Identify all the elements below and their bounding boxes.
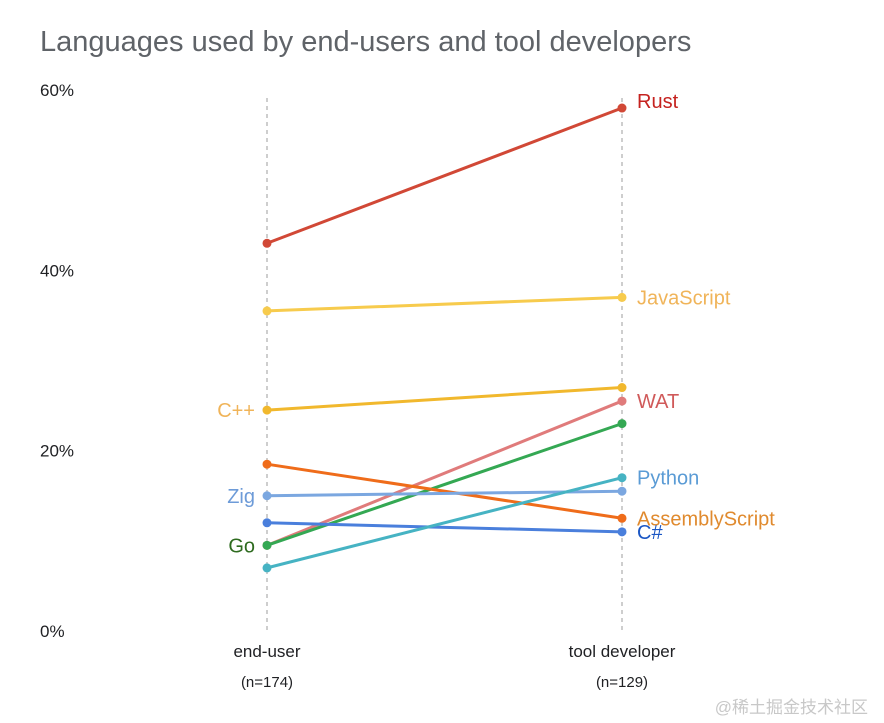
- point-go-end-user: [262, 540, 272, 550]
- series-label-zig: Zig: [227, 486, 255, 508]
- series-zig: [262, 486, 627, 501]
- point-zig-end-user: [262, 491, 272, 501]
- series-cpp: [262, 383, 627, 415]
- ytick-label-0: 0%: [40, 622, 65, 641]
- label-layer: Rust JavaScript C++ WAT Go AssemblyScript Zig C…: [217, 91, 775, 557]
- point-wat-tool-developer: [617, 396, 627, 406]
- point-assemblyscript-end-user: [262, 459, 272, 469]
- point-python-tool-developer: [617, 473, 627, 483]
- series-javascript: [262, 292, 627, 316]
- series-csharp: [262, 518, 627, 537]
- series-label-assemblyscript: AssemblyScript: [637, 508, 775, 530]
- series-label-wat: WAT: [637, 391, 679, 413]
- ytick-label-40: 40%: [40, 261, 74, 280]
- ytick-label-60: 60%: [40, 81, 74, 100]
- series-label-javascript: JavaScript: [637, 287, 731, 309]
- category-label-tool-developer: tool developer: [569, 642, 676, 661]
- x-axis: end-user (n=174) tool developer (n=129): [233, 98, 676, 691]
- point-csharp-tool-developer: [617, 527, 627, 537]
- point-javascript-end-user: [262, 306, 272, 316]
- series-line-csharp: [265, 521, 624, 534]
- series-assemblyscript: [262, 459, 627, 523]
- series-label-go: Go: [228, 535, 255, 557]
- point-python-end-user: [262, 563, 272, 573]
- point-cpp-tool-developer: [617, 383, 627, 393]
- series-layer: [262, 103, 627, 573]
- series-line-python: [265, 476, 624, 570]
- point-cpp-end-user: [262, 405, 272, 415]
- y-axis: 0% 20% 40% 60%: [40, 81, 74, 641]
- series-label-python: Python: [637, 468, 699, 490]
- series-rust: [262, 103, 627, 248]
- chart-title: Languages used by end-users and tool dev…: [40, 26, 691, 58]
- series-line-cpp: [265, 386, 624, 412]
- series-line-assemblyscript: [265, 462, 624, 520]
- series-line-wat: [265, 399, 624, 547]
- point-zig-tool-developer: [617, 486, 627, 496]
- series-label-cpp: C++: [217, 400, 255, 422]
- point-rust-end-user: [262, 238, 272, 248]
- category-sample-size-end-user: (n=174): [241, 674, 293, 691]
- category-sample-size-tool-developer: (n=129): [596, 674, 648, 691]
- series-line-javascript: [265, 295, 624, 313]
- point-rust-tool-developer: [617, 103, 627, 113]
- series-label-csharp: C#: [637, 522, 663, 544]
- series-line-rust: [265, 106, 624, 245]
- series-python: [262, 473, 627, 573]
- watermark: @稀土掘金技术社区: [715, 698, 868, 717]
- point-csharp-end-user: [262, 518, 272, 528]
- point-go-tool-developer: [617, 419, 627, 429]
- point-javascript-tool-developer: [617, 292, 627, 302]
- ytick-label-20: 20%: [40, 442, 74, 461]
- series-label-rust: Rust: [637, 91, 679, 113]
- category-label-end-user: end-user: [233, 642, 300, 661]
- point-assemblyscript-tool-developer: [617, 513, 627, 523]
